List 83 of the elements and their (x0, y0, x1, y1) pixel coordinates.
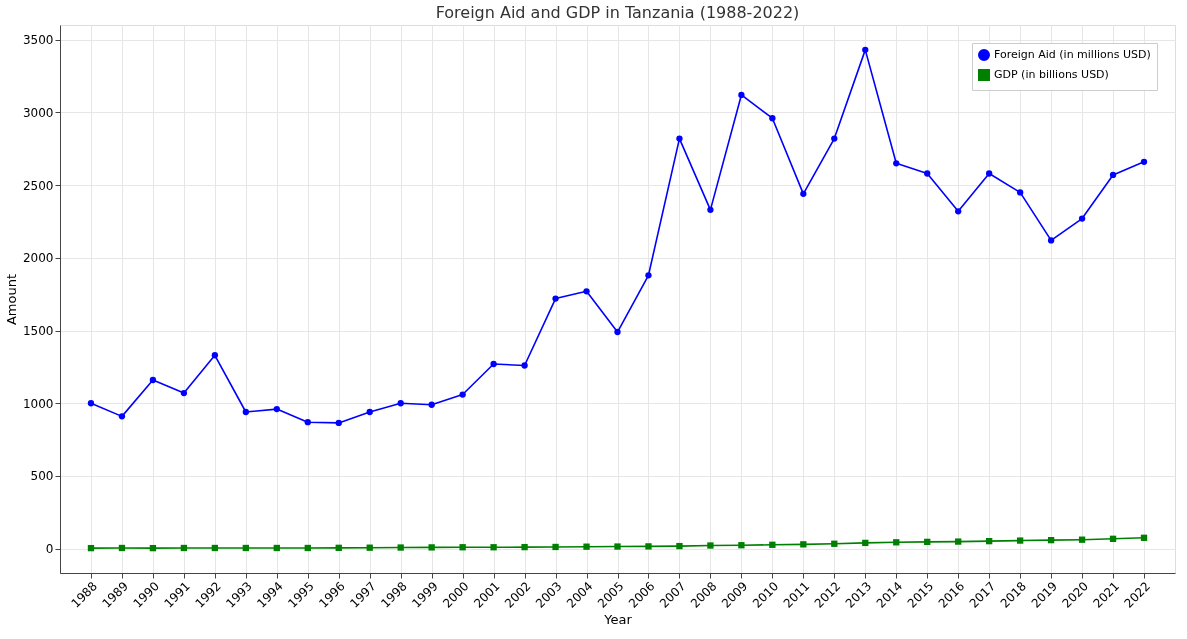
point (676, 542, 683, 550)
point (645, 543, 652, 550)
point (490, 360, 497, 368)
point (149, 376, 157, 384)
y-axis-title: Amount (3, 273, 19, 326)
point (1109, 171, 1117, 179)
point (552, 295, 559, 302)
point (242, 544, 249, 552)
point (180, 544, 188, 552)
y-tick-label: 2000 (22, 251, 54, 266)
point (552, 543, 559, 551)
point (1140, 158, 1148, 166)
point (924, 170, 931, 177)
y-tick-label: 1000 (22, 396, 54, 411)
point (211, 352, 219, 359)
chart-title: Foreign Aid and GDP in Tanzania (1988-2022) (435, 3, 800, 22)
point (180, 389, 188, 397)
point (366, 408, 373, 416)
point (273, 405, 280, 413)
point (1078, 536, 1086, 543)
point (428, 401, 435, 408)
point (614, 543, 621, 550)
point (87, 544, 95, 552)
point (335, 419, 342, 427)
point (831, 135, 838, 142)
point (769, 115, 776, 122)
point (986, 170, 993, 177)
point (490, 544, 497, 551)
point (1109, 535, 1117, 542)
point (459, 391, 466, 398)
legend-label: Foreign Aid (in millions USD) (994, 48, 1151, 61)
point (862, 46, 869, 54)
point (738, 542, 745, 549)
point (986, 537, 993, 545)
point (614, 328, 621, 336)
point (769, 541, 776, 548)
x-axis-title: Year (603, 611, 633, 627)
point (800, 541, 807, 548)
point (397, 544, 404, 551)
point (397, 400, 404, 407)
point (428, 544, 435, 551)
point (366, 544, 373, 551)
point (583, 543, 590, 550)
y-tick-label: 500 (30, 469, 54, 484)
y-tick-label: 3500 (22, 33, 54, 48)
y-tick-label: 3000 (22, 105, 54, 120)
point (521, 543, 528, 551)
point (862, 539, 869, 547)
point (676, 135, 683, 142)
point (521, 362, 528, 369)
point (118, 544, 126, 552)
point (738, 91, 745, 99)
point (273, 544, 280, 552)
point (924, 538, 931, 546)
y-tick-label: 1500 (22, 324, 54, 339)
point (1078, 215, 1086, 222)
y-tick-label: 0 (45, 542, 54, 557)
point (459, 544, 466, 551)
point (707, 206, 714, 213)
point (645, 272, 652, 279)
point (149, 544, 157, 552)
point (1047, 237, 1055, 244)
point (304, 419, 311, 426)
point (800, 190, 807, 198)
point (1016, 537, 1024, 544)
point (242, 408, 249, 416)
point (1047, 536, 1055, 544)
point (118, 413, 126, 420)
point (87, 400, 95, 407)
point (955, 538, 962, 545)
point (335, 544, 342, 551)
point (1016, 189, 1024, 196)
point (583, 288, 590, 295)
point (707, 542, 714, 549)
point (893, 160, 900, 167)
point (955, 208, 962, 215)
point (211, 544, 219, 552)
point (1140, 534, 1148, 541)
point (831, 540, 838, 547)
point (893, 539, 900, 546)
point (304, 544, 311, 552)
legend-label: GDP (in billions USD) (994, 68, 1109, 81)
y-tick-label: 2500 (22, 178, 54, 193)
